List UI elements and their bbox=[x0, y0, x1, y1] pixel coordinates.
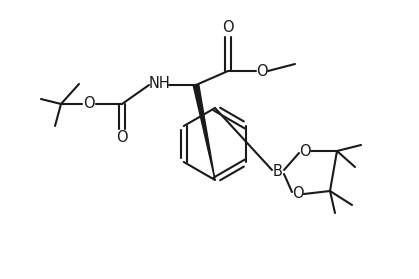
Polygon shape bbox=[193, 85, 215, 180]
Text: O: O bbox=[83, 97, 95, 112]
Text: O: O bbox=[222, 20, 234, 35]
Text: O: O bbox=[256, 64, 268, 78]
Text: B: B bbox=[273, 165, 283, 179]
Text: O: O bbox=[116, 131, 128, 146]
Text: O: O bbox=[299, 143, 311, 158]
Text: NH: NH bbox=[148, 76, 170, 92]
Text: O: O bbox=[292, 186, 304, 201]
